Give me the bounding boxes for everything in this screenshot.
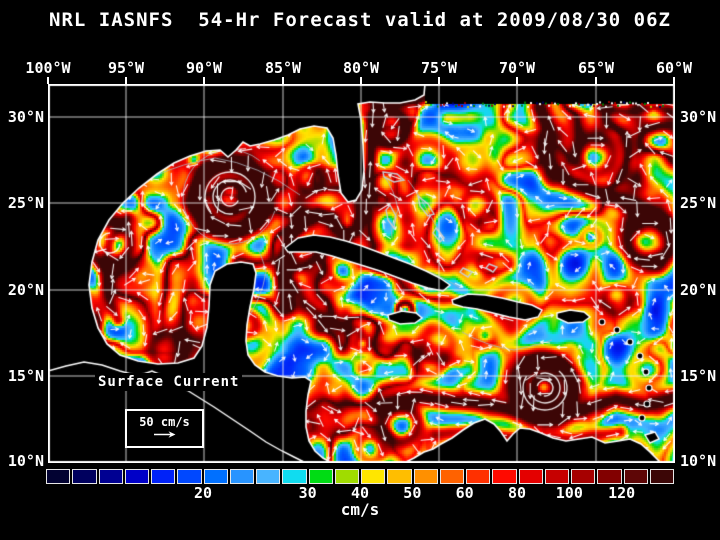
colorbar-segment	[649, 469, 674, 484]
colorbar-segment	[544, 469, 569, 484]
surface-current-map	[48, 84, 675, 463]
scale-arrow-icon	[153, 431, 175, 438]
lat-label: 15°N	[7, 367, 44, 385]
lat-label: 30°N	[680, 108, 717, 126]
current-scale-box: 50 cm/s	[125, 409, 204, 448]
colorbar-segment	[46, 469, 71, 484]
colorbar-segment	[387, 469, 412, 484]
colorbar-segment	[413, 469, 438, 484]
lon-label: 95°W	[107, 59, 145, 77]
lon-tick	[673, 77, 675, 84]
colorbar-segment	[308, 469, 333, 484]
colorbar-segment	[229, 469, 254, 484]
lon-tick	[438, 77, 440, 84]
colorbar-segment	[439, 469, 464, 484]
colorbar-segment	[177, 469, 202, 484]
colorbar-tick-label: 40	[350, 484, 370, 502]
lon-label: 85°W	[264, 59, 302, 77]
lon-tick	[47, 77, 49, 84]
colorbar-segment	[151, 469, 176, 484]
colorbar-segment	[256, 469, 281, 484]
lat-label: 25°N	[7, 194, 44, 212]
colorbar-unit-label: cm/s	[340, 500, 380, 519]
colorbar-segment	[334, 469, 359, 484]
colorbar-segment	[466, 469, 491, 484]
colorbar-segment	[492, 469, 517, 484]
colorbar-segment	[124, 469, 149, 484]
colorbar-segment	[518, 469, 543, 484]
colorbar-segment	[282, 469, 307, 484]
scale-value-label: 50 cm/s	[139, 415, 190, 429]
lon-tick	[360, 77, 362, 84]
lon-label: 70°W	[498, 59, 536, 77]
lon-tick	[516, 77, 518, 84]
colorbar-segment	[623, 469, 648, 484]
colorbar-tick-label: 80	[507, 484, 527, 502]
lon-label: 60°W	[655, 59, 693, 77]
colorbar-tick-label: 50	[403, 484, 422, 502]
lat-label: 20°N	[680, 281, 717, 299]
lat-label: 10°N	[680, 452, 717, 470]
lon-label: 65°W	[577, 59, 615, 77]
colorbar-tick-label: 120	[608, 484, 636, 502]
lat-label: 10°N	[7, 452, 44, 470]
colorbar-tick-label: 60	[455, 484, 474, 502]
lat-label: 30°N	[7, 108, 44, 126]
colorbar-tick-label: 30	[298, 484, 317, 502]
figure-title: NRL IASNFS 54-Hr Forecast valid at 2009/…	[49, 9, 671, 31]
surface-current-label: Surface Current	[95, 373, 243, 391]
lon-tick	[203, 77, 205, 84]
lon-tick	[595, 77, 597, 84]
colorbar-segment	[597, 469, 622, 484]
colorbar	[46, 469, 674, 484]
colorbar-segment	[98, 469, 123, 484]
colorbar-segment	[72, 469, 97, 484]
colorbar-segment	[571, 469, 596, 484]
lat-label: 15°N	[680, 367, 717, 385]
lon-tick	[282, 77, 284, 84]
lat-label: 20°N	[7, 281, 44, 299]
lon-label: 75°W	[420, 59, 458, 77]
colorbar-tick-label: 20	[193, 484, 213, 502]
lon-tick	[125, 77, 127, 84]
lat-label: 25°N	[680, 194, 717, 212]
colorbar-segment	[203, 469, 228, 484]
lon-label: 80°W	[342, 59, 380, 77]
lon-label: 100°W	[25, 59, 71, 77]
colorbar-segment	[361, 469, 386, 484]
lon-label: 90°W	[185, 59, 223, 77]
colorbar-tick-label: 100	[555, 484, 583, 502]
